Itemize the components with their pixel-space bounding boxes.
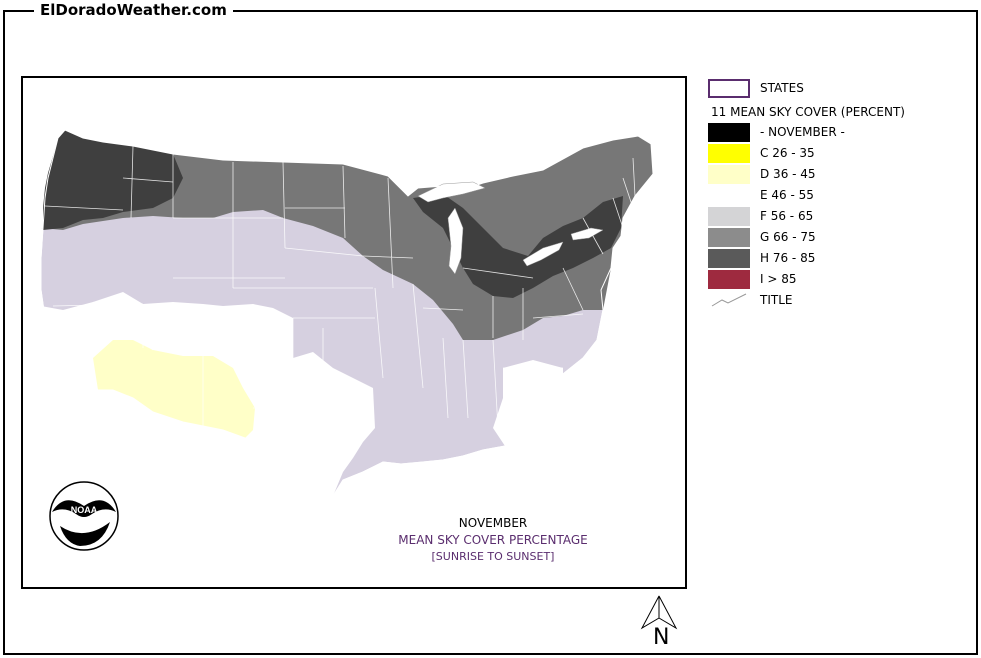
- legend-item[interactable]: G 66 - 75: [708, 227, 978, 247]
- legend-swatch: [708, 249, 750, 268]
- legend-swatch: [708, 186, 750, 205]
- page-frame: [3, 10, 978, 655]
- region-h-pacific-nw: [43, 130, 183, 230]
- legend-heading: 11 MEAN SKY COVER (PERCENT): [711, 105, 905, 119]
- lake-ontario: [570, 227, 604, 241]
- region-h-great-lakes: [413, 194, 623, 298]
- states-swatch: [708, 79, 750, 98]
- legend-swatch: [708, 123, 750, 142]
- us-outline-stroke: [40, 129, 654, 511]
- lake-erie: [522, 241, 564, 267]
- map-caption-note: [SUNRISE TO SUNSET]: [431, 550, 555, 563]
- region-d-desert: [93, 340, 255, 438]
- state-borders: [44, 145, 636, 429]
- legend-item[interactable]: D 36 - 45: [708, 164, 978, 184]
- legend-item[interactable]: - NOVEMBER -: [708, 122, 978, 142]
- north-arrow-icon: [640, 595, 678, 630]
- legend-item-label: F 56 - 65: [760, 209, 814, 223]
- legend-swatch: [708, 228, 750, 247]
- legend-item[interactable]: F 56 - 65: [708, 206, 978, 226]
- legend-states-label: STATES: [760, 81, 804, 95]
- map-caption-subtitle: MEAN SKY COVER PERCENTAGE: [398, 533, 588, 547]
- legend-swatch: [708, 207, 750, 226]
- region-e-southeast: [493, 360, 583, 510]
- noaa-logo-text: NOAA: [71, 505, 98, 515]
- lake-superior: [417, 181, 486, 203]
- legend-item-label: C 26 - 35: [760, 146, 815, 160]
- map-caption-month: NOVEMBER: [458, 516, 528, 530]
- legend-title-row[interactable]: TITLE: [708, 290, 978, 310]
- title-line-icon: [711, 293, 747, 307]
- legend-item[interactable]: C 26 - 35: [708, 143, 978, 163]
- us-sky-cover-map: NOAA: [40, 129, 654, 551]
- legend-title-label: TITLE: [760, 293, 793, 307]
- lake-michigan: [447, 207, 464, 275]
- map-panel: NOAA NOVEMBER MEAN SKY COVER PERCENTAGE …: [21, 76, 687, 589]
- north-label: N: [653, 625, 670, 650]
- legend-item-label: - NOVEMBER -: [760, 125, 845, 139]
- legend-item-label: G 66 - 75: [760, 230, 816, 244]
- legend-swatch: [708, 270, 750, 289]
- legend-item-label: H 76 - 85: [760, 251, 816, 265]
- legend-item[interactable]: E 46 - 55: [708, 185, 978, 205]
- legend-states-row[interactable]: STATES: [708, 78, 978, 98]
- legend-item-label: D 36 - 45: [760, 167, 816, 181]
- legend-item-label: I > 85: [760, 272, 797, 286]
- legend-item[interactable]: I > 85: [708, 269, 978, 289]
- noaa-logo: NOAA: [49, 481, 119, 551]
- legend-item-label: E 46 - 55: [760, 188, 814, 202]
- site-title[interactable]: ElDoradoWeather.com: [34, 0, 233, 20]
- legend-swatch: [708, 144, 750, 163]
- legend-swatch: [708, 165, 750, 184]
- legend-item[interactable]: H 76 - 85: [708, 248, 978, 268]
